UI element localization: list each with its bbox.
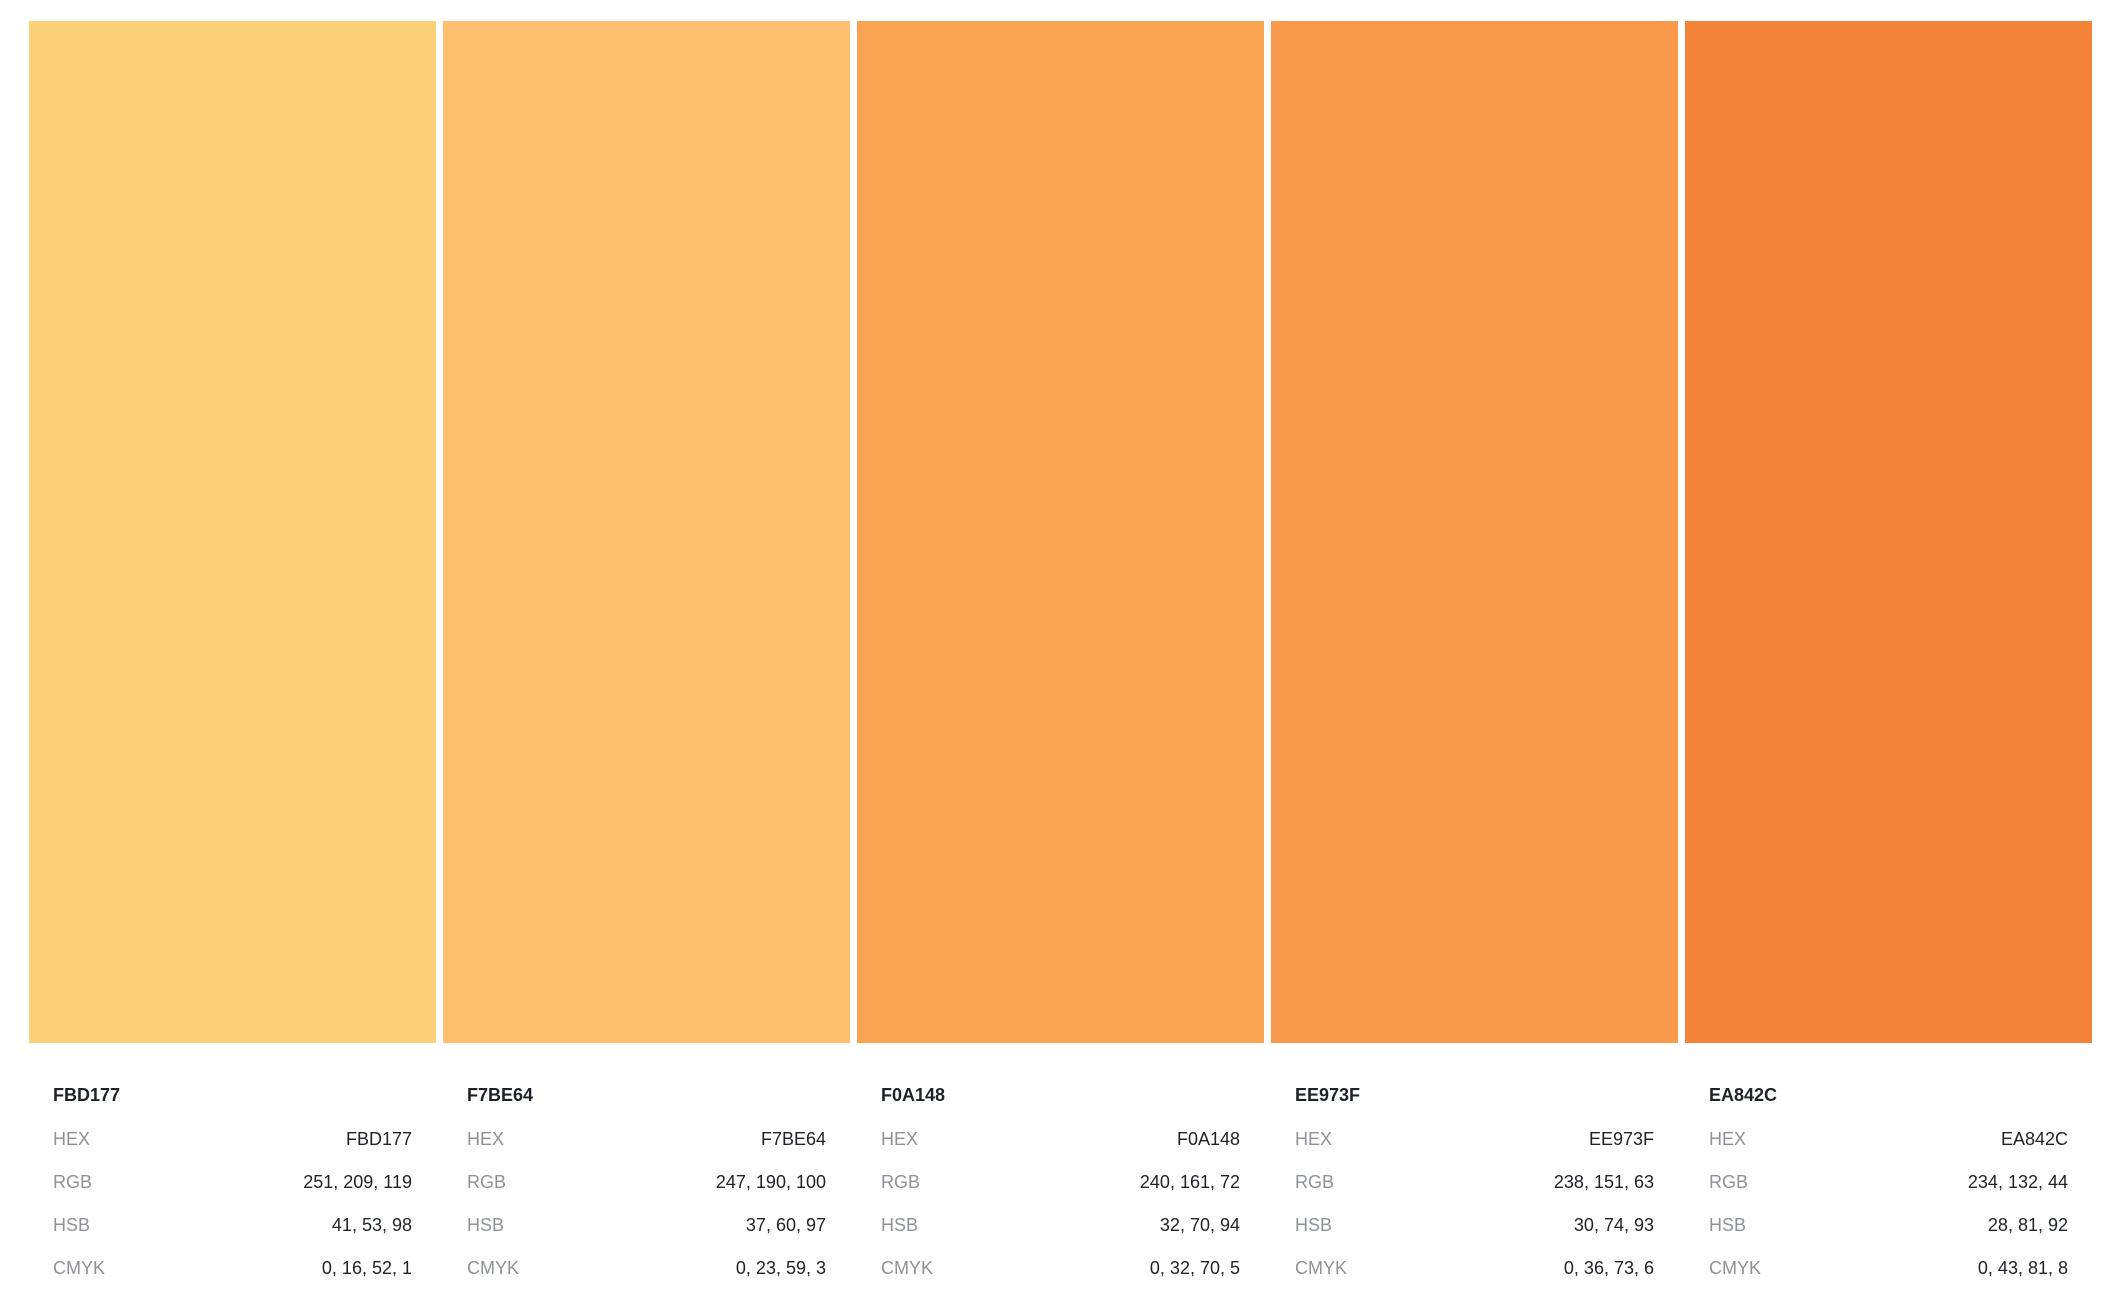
- hsb-row: HSB 28, 81, 92: [1709, 1215, 2068, 1239]
- rgb-row: RGB 238, 151, 63: [1295, 1172, 1654, 1196]
- color-card: FBD177 HEX FBD177 RGB 251, 209, 119 HSB …: [29, 21, 436, 1281]
- cmyk-row: CMYK 0, 16, 52, 1: [53, 1258, 412, 1282]
- hex-row: HEX FBD177: [53, 1129, 412, 1153]
- rgb-label: RGB: [467, 1172, 507, 1192]
- hex-value: F0A148: [1176, 1129, 1240, 1149]
- cmyk-label: CMYK: [467, 1258, 520, 1278]
- color-card: EE973F HEX EE973F RGB 238, 151, 63 HSB 3…: [1271, 21, 1678, 1281]
- color-swatch[interactable]: [1685, 21, 2092, 1043]
- cmyk-row: CMYK 0, 36, 73, 6: [1295, 1258, 1654, 1282]
- hsb-value: 28, 81, 92: [1987, 1215, 2068, 1235]
- hex-label: HEX: [881, 1129, 919, 1149]
- rgb-label: RGB: [1709, 1172, 1749, 1192]
- color-details: FBD177 HEX FBD177 RGB 251, 209, 119 HSB …: [53, 1043, 412, 1281]
- cmyk-label: CMYK: [1295, 1258, 1348, 1278]
- color-palette: FBD177 HEX FBD177 RGB 251, 209, 119 HSB …: [29, 21, 2098, 1281]
- hex-value: F7BE64: [760, 1129, 826, 1149]
- cmyk-value: 0, 23, 59, 3: [735, 1258, 826, 1278]
- rgb-value: 240, 161, 72: [1139, 1172, 1240, 1192]
- rgb-row: RGB 240, 161, 72: [881, 1172, 1240, 1196]
- color-card: F7BE64 HEX F7BE64 RGB 247, 190, 100 HSB …: [443, 21, 850, 1281]
- hsb-label: HSB: [1709, 1215, 1747, 1235]
- hex-label: HEX: [1709, 1129, 1747, 1149]
- cmyk-value: 0, 32, 70, 5: [1149, 1258, 1240, 1278]
- hex-row: HEX F7BE64: [467, 1129, 826, 1153]
- hsb-label: HSB: [881, 1215, 919, 1235]
- hex-row: HEX F0A148: [881, 1129, 1240, 1153]
- rgb-value: 238, 151, 63: [1553, 1172, 1654, 1192]
- cmyk-label: CMYK: [881, 1258, 934, 1278]
- rgb-label: RGB: [881, 1172, 921, 1192]
- color-details: F0A148 HEX F0A148 RGB 240, 161, 72 HSB 3…: [881, 1043, 1240, 1281]
- color-details: EA842C HEX EA842C RGB 234, 132, 44 HSB 2…: [1709, 1043, 2068, 1281]
- cmyk-row: CMYK 0, 32, 70, 5: [881, 1258, 1240, 1282]
- rgb-row: RGB 234, 132, 44: [1709, 1172, 2068, 1196]
- cmyk-value: 0, 43, 81, 8: [1977, 1258, 2068, 1278]
- hsb-label: HSB: [467, 1215, 505, 1235]
- rgb-label: RGB: [53, 1172, 93, 1192]
- rgb-value: 251, 209, 119: [303, 1172, 412, 1192]
- hex-label: HEX: [467, 1129, 505, 1149]
- rgb-row: RGB 251, 209, 119: [53, 1172, 412, 1196]
- cmyk-value: 0, 36, 73, 6: [1563, 1258, 1654, 1278]
- hsb-value: 32, 70, 94: [1159, 1215, 1240, 1235]
- hex-value: EA842C: [2000, 1129, 2068, 1149]
- hex-value: FBD177: [345, 1129, 412, 1149]
- rgb-label: RGB: [1295, 1172, 1335, 1192]
- hsb-value: 37, 60, 97: [745, 1215, 826, 1235]
- hsb-row: HSB 30, 74, 93: [1295, 1215, 1654, 1239]
- hsb-row: HSB 37, 60, 97: [467, 1215, 826, 1239]
- cmyk-row: CMYK 0, 23, 59, 3: [467, 1258, 826, 1282]
- hsb-label: HSB: [1295, 1215, 1333, 1235]
- rgb-row: RGB 247, 190, 100: [467, 1172, 826, 1196]
- color-swatch[interactable]: [857, 21, 1264, 1043]
- hsb-row: HSB 41, 53, 98: [53, 1215, 412, 1239]
- color-name: EA842C: [1709, 1085, 1778, 1105]
- color-name: F7BE64: [467, 1085, 534, 1105]
- color-name: FBD177: [53, 1085, 121, 1105]
- cmyk-label: CMYK: [1709, 1258, 1762, 1278]
- color-swatch[interactable]: [29, 21, 436, 1043]
- hsb-value: 41, 53, 98: [331, 1215, 412, 1235]
- color-name: F0A148: [881, 1085, 946, 1105]
- color-swatch[interactable]: [1271, 21, 1678, 1043]
- rgb-value: 234, 132, 44: [1967, 1172, 2068, 1192]
- color-details: EE973F HEX EE973F RGB 238, 151, 63 HSB 3…: [1295, 1043, 1654, 1281]
- color-swatch[interactable]: [443, 21, 850, 1043]
- cmyk-row: CMYK 0, 43, 81, 8: [1709, 1258, 2068, 1282]
- hex-row: HEX EA842C: [1709, 1129, 2068, 1153]
- hsb-label: HSB: [53, 1215, 91, 1235]
- hex-label: HEX: [1295, 1129, 1333, 1149]
- cmyk-value: 0, 16, 52, 1: [321, 1258, 412, 1278]
- hex-row: HEX EE973F: [1295, 1129, 1654, 1153]
- hex-value: EE973F: [1588, 1129, 1654, 1149]
- color-name: EE973F: [1295, 1085, 1361, 1105]
- color-card: EA842C HEX EA842C RGB 234, 132, 44 HSB 2…: [1685, 21, 2092, 1281]
- color-details: F7BE64 HEX F7BE64 RGB 247, 190, 100 HSB …: [467, 1043, 826, 1281]
- hex-label: HEX: [53, 1129, 91, 1149]
- color-card: F0A148 HEX F0A148 RGB 240, 161, 72 HSB 3…: [857, 21, 1264, 1281]
- rgb-value: 247, 190, 100: [715, 1172, 826, 1192]
- hsb-value: 30, 74, 93: [1573, 1215, 1654, 1235]
- hsb-row: HSB 32, 70, 94: [881, 1215, 1240, 1239]
- cmyk-label: CMYK: [53, 1258, 106, 1278]
